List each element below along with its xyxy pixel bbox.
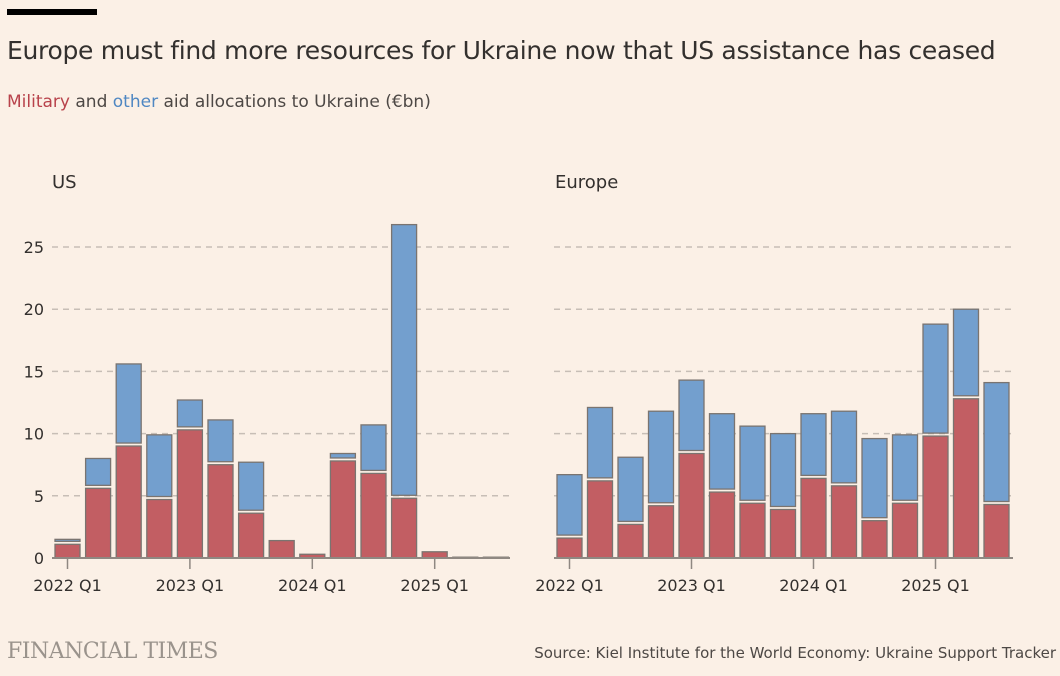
bar-other-us-2022-Q1 (54, 538, 81, 542)
bar-military-europe-2025-Q2 (952, 398, 980, 559)
bar-other-europe-2022-Q2 (586, 406, 614, 479)
y-tick-label: 0 (34, 549, 44, 568)
bar-other-europe-2024-Q2 (830, 410, 858, 484)
x-tick-label: 2022 Q1 (535, 576, 604, 595)
bar-other-europe-2025-Q3 (983, 381, 1010, 503)
bar-other-us-2024-Q4 (390, 223, 418, 496)
x-tick-label: 2025 Q1 (400, 576, 469, 595)
bar-other-europe-2022-Q4 (647, 410, 675, 504)
bar-military-us-2023-Q2 (207, 464, 234, 559)
ft-logo: FINANCIAL TIMES (7, 639, 218, 664)
bar-military-us-2023-Q3 (237, 512, 265, 559)
ft-top-bar (7, 9, 97, 15)
bar-other-europe-2024-Q4 (891, 434, 919, 501)
bar-other-us-2022-Q2 (84, 457, 112, 486)
bar-military-europe-2024-Q4 (891, 502, 919, 559)
bar-other-europe-2023-Q4 (769, 432, 797, 508)
bar-military-us-2024-Q4 (390, 497, 418, 559)
bar-military-europe-2022-Q4 (647, 505, 675, 559)
bar-other-us-2024-Q3 (360, 424, 387, 472)
bar-military-europe-2023-Q1 (678, 452, 705, 559)
bar-military-europe-2025-Q3 (983, 503, 1010, 559)
bar-military-europe-2022-Q1 (556, 537, 583, 559)
bar-military-europe-2025-Q1 (922, 435, 949, 559)
chart-subtitle: Military and other aid allocations to Uk… (7, 92, 431, 112)
subtitle-and: and (69, 92, 113, 112)
bar-military-europe-2023-Q3 (739, 502, 766, 559)
panel-title-us: US (52, 172, 77, 193)
x-tick-label: 2022 Q1 (33, 576, 102, 595)
bar-other-europe-2023-Q1 (678, 379, 705, 452)
bar-military-us-2022-Q3 (115, 445, 142, 559)
bar-military-europe-2022-Q2 (586, 480, 614, 559)
x-tick-label: 2024 Q1 (278, 576, 347, 595)
bar-other-europe-2024-Q3 (861, 437, 888, 519)
bar-other-europe-2025-Q2 (952, 308, 980, 397)
x-tick-label: 2023 Q1 (156, 576, 225, 595)
y-tick-label: 15 (24, 362, 44, 381)
x-tick-label: 2024 Q1 (779, 576, 848, 595)
bar-other-us-2023-Q2 (207, 419, 234, 463)
bar-other-europe-2024-Q1 (800, 413, 827, 477)
bar-other-europe-2023-Q2 (708, 413, 736, 490)
y-tick-label: 10 (24, 425, 44, 444)
bar-military-europe-2023-Q4 (769, 508, 797, 559)
subtitle-rest: aid allocations to Ukraine (€bn) (158, 92, 431, 112)
x-tick-label: 2023 Q1 (657, 576, 726, 595)
source-note: Source: Kiel Institute for the World Eco… (534, 644, 1056, 662)
legend-other: other (112, 92, 159, 112)
bar-military-europe-2024-Q2 (830, 485, 858, 559)
y-tick-label: 5 (34, 487, 44, 506)
bar-military-us-2023-Q4 (268, 539, 295, 559)
bar-military-europe-2024-Q1 (800, 477, 827, 559)
bar-other-us-2023-Q1 (176, 399, 204, 428)
panel-title-europe: Europe (555, 172, 618, 193)
bar-other-europe-2022-Q1 (556, 474, 583, 536)
chart-title: Europe must find more resources for Ukra… (7, 36, 996, 65)
bar-other-us-2022-Q4 (146, 434, 173, 498)
bar-other-europe-2022-Q3 (617, 456, 644, 523)
bar-other-us-2022-Q3 (115, 363, 142, 444)
x-tick-label: 2025 Q1 (901, 576, 970, 595)
y-tick-label: 25 (24, 238, 44, 257)
bar-other-us-2023-Q3 (237, 461, 265, 511)
bar-military-europe-2024-Q3 (861, 520, 888, 559)
bar-military-us-2024-Q3 (360, 472, 387, 559)
bar-military-us-2022-Q1 (54, 543, 81, 559)
bar-military-us-2023-Q1 (176, 429, 204, 559)
bar-military-us-2022-Q4 (146, 498, 173, 559)
bar-military-europe-2022-Q3 (617, 523, 644, 559)
legend-military: Military (7, 92, 70, 112)
bar-military-europe-2023-Q2 (708, 491, 736, 559)
bar-military-us-2024-Q2 (329, 460, 357, 559)
bar-military-us-2022-Q2 (84, 487, 112, 559)
y-tick-label: 20 (24, 300, 44, 319)
bar-other-europe-2025-Q1 (922, 323, 949, 434)
bar-other-us-2024-Q2 (329, 452, 357, 459)
bar-other-europe-2023-Q3 (739, 425, 766, 501)
